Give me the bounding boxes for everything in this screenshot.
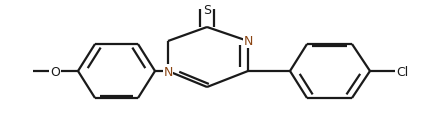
Text: N: N	[243, 35, 253, 48]
Text: N: N	[163, 65, 173, 78]
Text: Cl: Cl	[396, 65, 408, 78]
Text: O: O	[50, 65, 60, 78]
Text: S: S	[203, 3, 211, 16]
